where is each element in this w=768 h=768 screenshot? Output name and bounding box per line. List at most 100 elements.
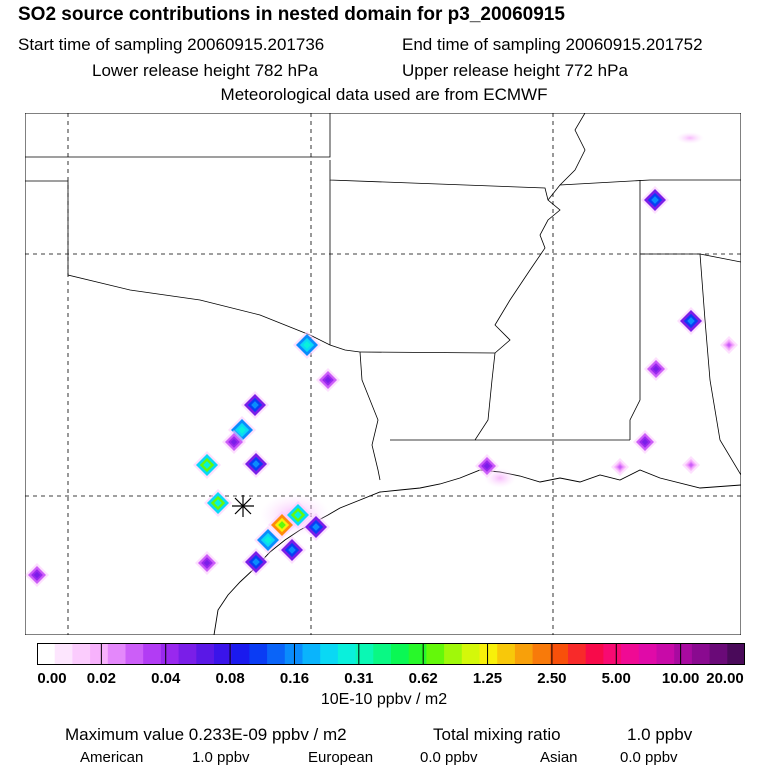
source-marker <box>288 546 296 554</box>
source-marker <box>238 426 246 434</box>
colorbar-cell <box>638 643 657 665</box>
colorbar-tick-label: 0.31 <box>344 670 374 687</box>
colorbar-cell <box>550 643 569 665</box>
source-marker <box>264 536 272 544</box>
colorbar-cell <box>585 643 604 665</box>
upper-height-line: Upper release height 772 hPa <box>402 61 628 81</box>
start-time-label: Start time of sampling <box>18 35 183 54</box>
colorbar-tick-label: 5.00 <box>601 670 631 687</box>
colorbar-tick-label: 10.00 <box>661 670 700 687</box>
european-value: 0.0 ppbv <box>420 749 478 766</box>
colorbar-tick-label: 2.50 <box>537 670 567 687</box>
colorbar-cell <box>621 643 640 665</box>
source-marker <box>203 559 211 567</box>
asian-label: Asian <box>540 749 578 766</box>
american-value: 1.0 ppbv <box>192 749 250 766</box>
colorbar-cell <box>37 643 56 665</box>
colorbar-cell <box>479 643 498 665</box>
colorbar <box>37 643 745 665</box>
colorbar-tick-label: 1.25 <box>472 670 503 687</box>
end-time-label: End time of sampling <box>402 35 561 54</box>
met-data-line: Meteorological data used are from ECMWF <box>220 85 548 104</box>
colorbar-cell <box>125 643 144 665</box>
upper-height-value: 772 hPa <box>564 61 628 80</box>
colorbar-cell <box>231 643 250 665</box>
max-value: 0.233E-09 ppbv / m2 <box>188 725 347 744</box>
source-marker <box>483 462 491 470</box>
colorbar-units: 10E-10 ppbv / m2 <box>320 691 448 708</box>
source-marker <box>641 438 649 446</box>
colorbar-cell <box>603 643 622 665</box>
source-marker <box>652 365 660 373</box>
colorbar-tick-label: 0.62 <box>408 670 438 687</box>
end-time-line: End time of sampling 20060915.201752 <box>402 35 703 55</box>
source-marker <box>203 461 211 469</box>
source-marker <box>252 558 260 566</box>
source-marker <box>651 196 659 204</box>
colorbar-cell <box>709 643 728 665</box>
upper-height-label: Upper release height <box>402 61 560 80</box>
american-label: American <box>80 749 144 766</box>
colorbar-tick-label: 0.16 <box>279 670 310 687</box>
colorbar-cell <box>391 643 410 665</box>
colorbar-cell <box>143 643 162 665</box>
colorbar-cell <box>691 643 711 665</box>
source-marker <box>687 317 695 325</box>
graticule <box>25 113 741 635</box>
colorbar-cell <box>214 643 233 665</box>
lower-height-label: Lower release height <box>92 61 250 80</box>
plume-area <box>676 132 704 144</box>
source-marker <box>251 401 259 409</box>
lower-height-value: 782 hPa <box>254 61 318 80</box>
colorbar-cell <box>302 643 321 665</box>
colorbar-cell <box>337 643 357 665</box>
colorbar-cell <box>426 643 445 665</box>
colorbar-cell <box>727 643 745 665</box>
colorbar-cell <box>355 643 374 665</box>
total-mixing-label: Total mixing ratio <box>433 725 561 744</box>
european-label: European <box>308 749 374 766</box>
colorbar-cell <box>284 643 303 665</box>
colorbar-cell <box>90 643 109 665</box>
colorbar-tick-label: 0.02 <box>86 670 116 687</box>
source-markers <box>25 186 738 587</box>
contribution-map <box>25 113 741 635</box>
colorbar-cell <box>54 643 73 665</box>
colorbar-cell <box>497 643 516 665</box>
colorbar-cell <box>461 643 480 665</box>
source-marker <box>278 521 286 529</box>
colorbar-cell <box>160 643 180 665</box>
colorbar-cell <box>656 643 675 665</box>
colorbar-tick-label: 0.00 <box>37 670 67 687</box>
source-marker <box>214 499 222 507</box>
colorbar-cell <box>373 643 392 665</box>
max-value-label: Maximum value <box>65 725 185 744</box>
total-mixing-value: 1.0 ppbv <box>627 725 693 744</box>
colorbar-cell <box>674 643 693 665</box>
map-title: SO2 source contributions in nested domai… <box>18 4 565 25</box>
colorbar-cell <box>568 643 587 665</box>
source-marker <box>617 464 623 470</box>
colorbar-cell <box>444 643 463 665</box>
colorbar-cell <box>178 643 197 665</box>
source-marker <box>230 438 238 446</box>
source-marker <box>252 460 260 468</box>
colorbar-cell <box>249 643 268 665</box>
source-marker <box>726 342 732 348</box>
end-time-value: 20060915.201752 <box>565 35 703 54</box>
colorbar-cell <box>408 643 427 665</box>
source-marker <box>294 511 302 519</box>
state-borders <box>25 113 741 481</box>
colorbar-cell <box>267 643 286 665</box>
colorbar-cell <box>72 643 91 665</box>
colorbar-cell <box>107 643 126 665</box>
colorbar-cell <box>196 643 215 665</box>
start-time-line: Start time of sampling 20060915.201736 <box>18 35 324 55</box>
source-marker <box>688 462 694 468</box>
start-time-value: 20060915.201736 <box>187 35 325 54</box>
source-marker <box>303 341 311 349</box>
colorbar-cell <box>514 643 534 665</box>
colorbar-tick-label: 0.04 <box>151 670 181 687</box>
colorbar-cell <box>320 643 339 665</box>
colorbar-tick-label: 0.08 <box>215 670 245 687</box>
